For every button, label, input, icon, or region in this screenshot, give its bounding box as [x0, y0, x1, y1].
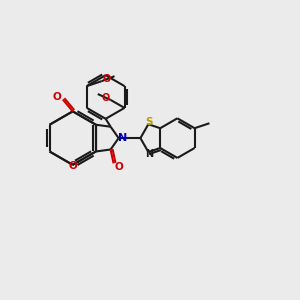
- Text: O: O: [52, 92, 61, 101]
- Text: N: N: [145, 149, 153, 159]
- Text: N: N: [118, 133, 127, 143]
- Text: O: O: [114, 162, 123, 172]
- Text: O: O: [68, 161, 77, 171]
- Text: O: O: [102, 93, 110, 103]
- Text: O: O: [103, 74, 111, 84]
- Text: S: S: [146, 117, 153, 127]
